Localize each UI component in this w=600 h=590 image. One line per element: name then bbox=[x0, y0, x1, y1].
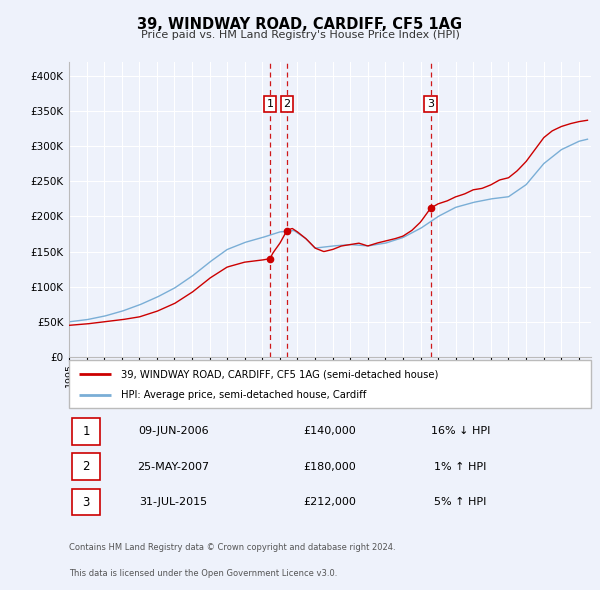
Text: This data is licensed under the Open Government Licence v3.0.: This data is licensed under the Open Gov… bbox=[69, 569, 337, 578]
Text: £140,000: £140,000 bbox=[304, 426, 356, 436]
FancyBboxPatch shape bbox=[71, 418, 100, 444]
Text: £212,000: £212,000 bbox=[304, 497, 356, 507]
Text: 1% ↑ HPI: 1% ↑ HPI bbox=[434, 462, 487, 471]
Text: 3: 3 bbox=[427, 99, 434, 109]
Text: 39, WINDWAY ROAD, CARDIFF, CF5 1AG: 39, WINDWAY ROAD, CARDIFF, CF5 1AG bbox=[137, 17, 463, 31]
Text: 2: 2 bbox=[82, 460, 90, 473]
FancyBboxPatch shape bbox=[71, 453, 100, 480]
Text: 31-JUL-2015: 31-JUL-2015 bbox=[139, 497, 208, 507]
Text: 1: 1 bbox=[266, 99, 274, 109]
FancyBboxPatch shape bbox=[71, 489, 100, 516]
Text: £180,000: £180,000 bbox=[304, 462, 356, 471]
Text: 25-MAY-2007: 25-MAY-2007 bbox=[137, 462, 209, 471]
Text: Contains HM Land Registry data © Crown copyright and database right 2024.: Contains HM Land Registry data © Crown c… bbox=[69, 543, 395, 552]
Text: 39, WINDWAY ROAD, CARDIFF, CF5 1AG (semi-detached house): 39, WINDWAY ROAD, CARDIFF, CF5 1AG (semi… bbox=[121, 369, 439, 379]
Text: 1: 1 bbox=[82, 425, 90, 438]
Text: 2: 2 bbox=[283, 99, 290, 109]
Text: 09-JUN-2006: 09-JUN-2006 bbox=[138, 426, 209, 436]
Text: Price paid vs. HM Land Registry's House Price Index (HPI): Price paid vs. HM Land Registry's House … bbox=[140, 30, 460, 40]
FancyBboxPatch shape bbox=[69, 360, 591, 408]
Text: 3: 3 bbox=[82, 496, 89, 509]
Text: HPI: Average price, semi-detached house, Cardiff: HPI: Average price, semi-detached house,… bbox=[121, 390, 367, 400]
Text: 5% ↑ HPI: 5% ↑ HPI bbox=[434, 497, 487, 507]
Text: 16% ↓ HPI: 16% ↓ HPI bbox=[431, 426, 490, 436]
